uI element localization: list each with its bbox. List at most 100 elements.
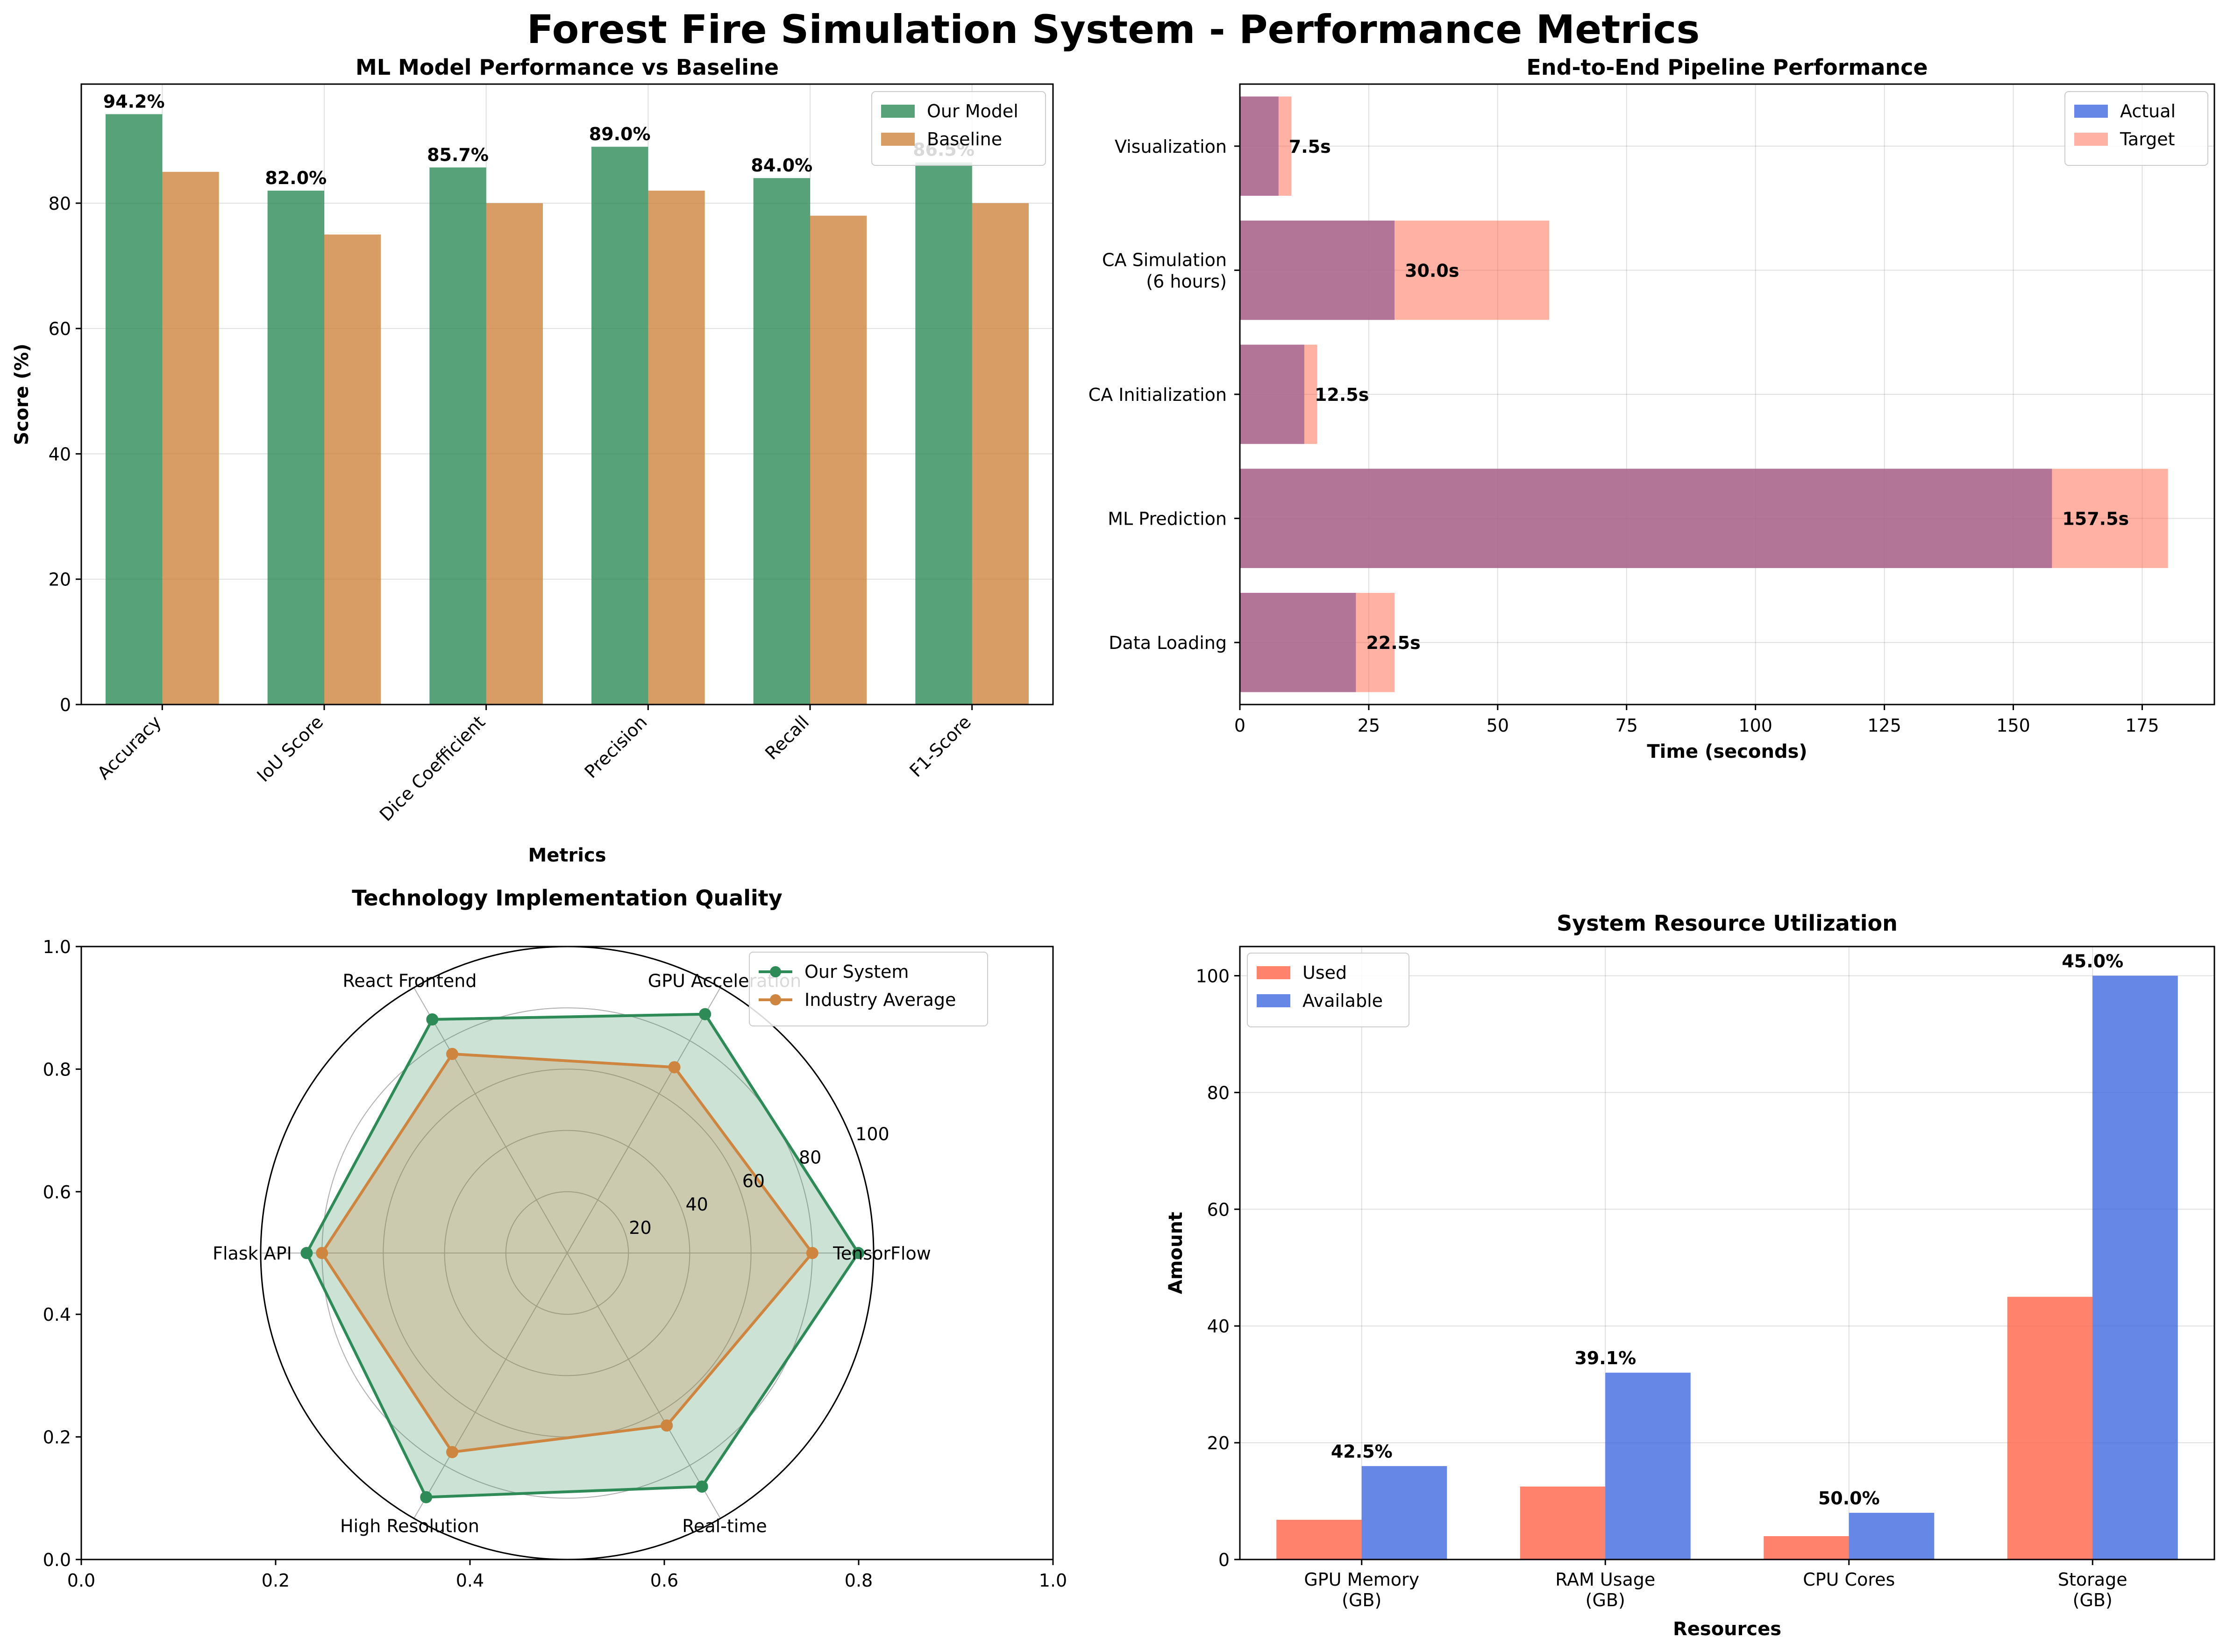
polar-frame (260, 946, 875, 1560)
radar-fill-our-system (306, 1014, 859, 1497)
x-tick-label: 175 (2125, 715, 2159, 736)
x-tick-label-cpu-cores: CPU Cores (1803, 1569, 1895, 1590)
legend-label-our-model: Our Model (927, 101, 1018, 121)
legend-swatch-available (1257, 994, 1290, 1007)
x-tick-label: 125 (1867, 715, 1901, 736)
radar-point-industry-average-gpu-acceleration (668, 1061, 681, 1074)
bar-target-ca-initialization (1240, 344, 1317, 444)
bar-used-storage-gb (2007, 1296, 2093, 1559)
data-label-iou-score: 82.0% (265, 168, 327, 188)
y-tick-label-data-loading: Data Loading (1109, 633, 1227, 653)
data-label-precision: 89.0% (589, 124, 651, 144)
x-tick-label-storage-gb-line: (GB) (2073, 1590, 2113, 1610)
legend-swatch-baseline (881, 133, 915, 146)
bar-available-cpu-cores (1849, 1513, 1935, 1559)
legend-swatch-actual (2074, 105, 2108, 118)
x-tick-label-ram-usage-gb-line: RAM Usage (1555, 1569, 1655, 1590)
chart-title: End-to-End Pipeline Performance (1526, 55, 1928, 80)
bar-our-model-accuracy (106, 114, 163, 705)
x-tick-label: 0 (1234, 715, 1245, 736)
bar-baseline-dice-coefficient (486, 203, 543, 705)
y-tick-label: 60 (1207, 1199, 1230, 1220)
legend-swatch-used (1257, 966, 1290, 979)
pipeline-performance-chart: 22.5s 157.5s 12.5s 30.0s 7.5s 0 25 50 75 100 125 15… (1089, 55, 2215, 762)
legend-label-actual: Actual (2120, 101, 2176, 121)
bar-baseline-recall (810, 215, 867, 705)
y-tick-label: 40 (1207, 1316, 1230, 1337)
technology-quality-radar-chart: 0.00.0 0.2 0.2 0.4 0.4 0.6 0.6 0.8 0.8 1.0 1.0 20 40… (43, 885, 1067, 1591)
frame-x-tick-label: 0.4 (456, 1570, 484, 1591)
frame-x-tick-label: 0.6 (650, 1570, 678, 1591)
data-label-visualization: 7.5s (1289, 136, 1331, 157)
x-tick-label: 25 (1358, 715, 1380, 736)
bar-our-model-recall (753, 178, 810, 705)
bar-target-ca-simulation-6-hours (1240, 221, 1550, 320)
radar-point-industry-average-real-time (661, 1419, 673, 1432)
resource-utilization-chart: 42.5% 39.1% 50.0% 45.0% 0 20 40 60 80 100 GPU Memo… (1165, 911, 2215, 1640)
figure-title: Forest Fire Simulation System - Performa… (527, 7, 1700, 52)
bar-available-gpu-memory-gb (1361, 1466, 1447, 1559)
x-tick-label: 50 (1487, 715, 1509, 736)
x-tick-label-storage-gb-line: Storage (2058, 1569, 2127, 1590)
radar-point-our-system-react-frontend (426, 1013, 439, 1026)
ml-performance-chart: 94.2%82.0%85.7%89.0%84.0%86.5%020406080A… (11, 55, 1054, 866)
radar-point-industry-average-tensorflow (806, 1247, 818, 1259)
frame-x-tick-label: 0.8 (845, 1570, 873, 1591)
category-label-tensorflow: TensorFlow (832, 1243, 931, 1264)
bar-available-storage-gb (2092, 976, 2178, 1559)
percent-label-storage-gb: 45.0% (2062, 951, 2123, 971)
y-tick-label: 40 (49, 444, 71, 464)
radar-point-our-system-gpu-acceleration (699, 1008, 712, 1020)
data-label-ml-prediction: 157.5s (2062, 509, 2129, 529)
legend-swatch-target (2074, 133, 2108, 146)
category-label-react-frontend: React Frontend (343, 970, 477, 991)
x-tick-label: 100 (1738, 715, 1772, 736)
bar-baseline-f1-score (972, 203, 1029, 705)
chart-title: ML Model Performance vs Baseline (356, 55, 779, 80)
y-tick-label: 0 (1218, 1550, 1230, 1570)
frame-y-tick-label: 0.2 (43, 1427, 71, 1448)
percent-label-ram-usage-gb: 39.1% (1574, 1348, 1636, 1368)
data-label-recall: 84.0% (751, 155, 812, 176)
radial-tick-label: 80 (799, 1147, 821, 1168)
bar-our-model-iou-score (267, 191, 324, 705)
radar-point-our-system-tensorflow (852, 1247, 865, 1259)
polar-spoke (413, 1253, 568, 1519)
x-tick-label-cpu-cores-line: CPU Cores (1803, 1569, 1895, 1590)
bar-target-data-loading (1240, 592, 1395, 692)
y-tick-label-ml-prediction: ML Prediction (1108, 509, 1227, 529)
y-tick-label-ca-simulation-6-hours: CA Simulation (6 hours) (1102, 249, 1227, 292)
legend-box (749, 952, 988, 1026)
bar-baseline-precision (648, 191, 705, 705)
percent-label-gpu-memory-gb: 42.5% (1331, 1441, 1393, 1462)
y-axis-label: Amount (1165, 1212, 1187, 1294)
bar-available-ram-usage-gb (1605, 1373, 1691, 1559)
bar-used-cpu-cores (1764, 1536, 1849, 1559)
x-tick-label-gpu-memory-gb: GPU Memory (GB) (1304, 1569, 1419, 1610)
x-axis-label: Resources (1673, 1618, 1781, 1640)
radar-fill-industry-average (322, 1054, 812, 1453)
frame-x-tick-label: 1.0 (1039, 1570, 1067, 1591)
chart-title: System Resource Utilization (1557, 911, 1898, 936)
y-tick-label-visualization-line: Visualization (1115, 136, 1227, 157)
legend-marker-our-system (770, 966, 781, 977)
bar-our-model-f1-score (915, 162, 972, 705)
frame-y-tick-label: 0.4 (43, 1304, 71, 1325)
frame-y-tick-label: 1.0 (43, 937, 71, 957)
category-label-real-time: Real-time (682, 1516, 767, 1537)
bar-baseline-iou-score (324, 234, 381, 705)
y-tick-label: 60 (49, 319, 71, 339)
legend-label-industry-average: Industry Average (804, 990, 956, 1010)
x-axis-label: Time (seconds) (1647, 741, 1807, 762)
data-label-ca-simulation-6-hours: 30.0s (1405, 260, 1459, 281)
bar-used-ram-usage-gb (1520, 1486, 1606, 1559)
legend-label-available: Available (1302, 990, 1383, 1011)
radial-tick-label: 20 (629, 1218, 651, 1238)
y-axis-label: Score (%) (11, 343, 33, 445)
x-tick-label: 150 (1996, 715, 2030, 736)
x-tick-label-gpu-memory-gb-line: (GB) (1342, 1590, 1381, 1610)
radar-point-our-system-high-resolution (420, 1491, 433, 1503)
frame-y-tick-label: 0.0 (43, 1550, 71, 1570)
radar-point-industry-average-react-frontend (446, 1047, 458, 1060)
